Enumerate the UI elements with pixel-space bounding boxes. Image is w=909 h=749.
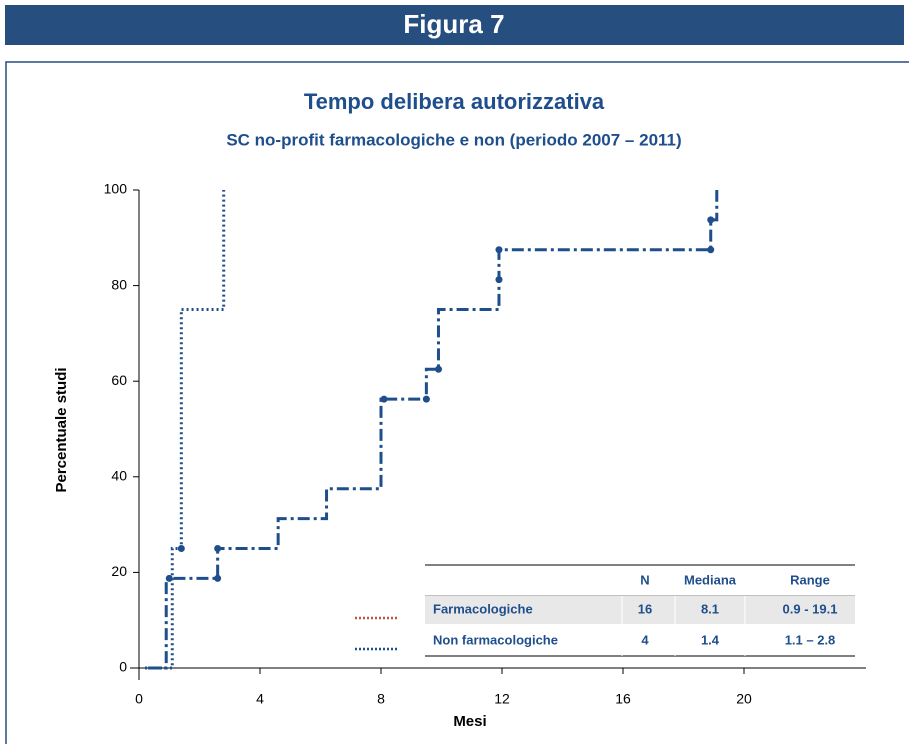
table-header: N (640, 572, 649, 587)
x-tick-label: 4 (256, 691, 264, 707)
table-header: Mediana (684, 572, 737, 587)
frame (5, 61, 909, 749)
table-cell: 16 (638, 601, 652, 616)
table-cell: 1.4 (701, 632, 720, 647)
chart-subtitle: SC no-profit farmacologiche e non (perio… (226, 130, 681, 149)
x-tick-label: 12 (494, 691, 510, 707)
x-tick-label: 8 (377, 691, 385, 707)
step-line (145, 190, 226, 670)
x-axis-label: Mesi (453, 713, 486, 730)
y-axis-label: Percentuale studi (53, 367, 70, 492)
marker (422, 395, 430, 403)
marker (707, 216, 715, 224)
marker (434, 365, 442, 373)
marker (707, 246, 715, 254)
table-cell: 8.1 (701, 601, 719, 616)
marker (380, 395, 388, 403)
chart-title: Tempo delibera autorizzativa (304, 89, 605, 114)
table-header: Range (790, 572, 830, 587)
marker (214, 545, 222, 552)
header-bar (5, 5, 904, 45)
legend-label: Farmacologiche (433, 601, 533, 616)
legend-label: Non farmacologiche (433, 632, 558, 647)
y-tick-label: 0 (119, 659, 127, 675)
x-tick-label: 0 (135, 691, 143, 707)
y-tick-label: 40 (111, 468, 127, 484)
table-row-shade (425, 596, 855, 624)
y-tick-label: 80 (111, 276, 127, 292)
y-tick-label: 100 (104, 181, 128, 197)
marker (495, 246, 503, 254)
table-cell: 1.1 – 2.8 (785, 632, 836, 647)
marker (214, 574, 222, 582)
header-title: Figura 7 (403, 9, 504, 39)
y-tick-label: 60 (111, 372, 127, 388)
table-cell: 4 (641, 632, 649, 647)
marker (495, 276, 503, 284)
y-tick-label: 20 (111, 563, 127, 579)
x-tick-label: 16 (615, 691, 631, 707)
x-tick-label: 20 (736, 691, 752, 707)
table-cell: 0.9 - 19.1 (783, 601, 838, 616)
